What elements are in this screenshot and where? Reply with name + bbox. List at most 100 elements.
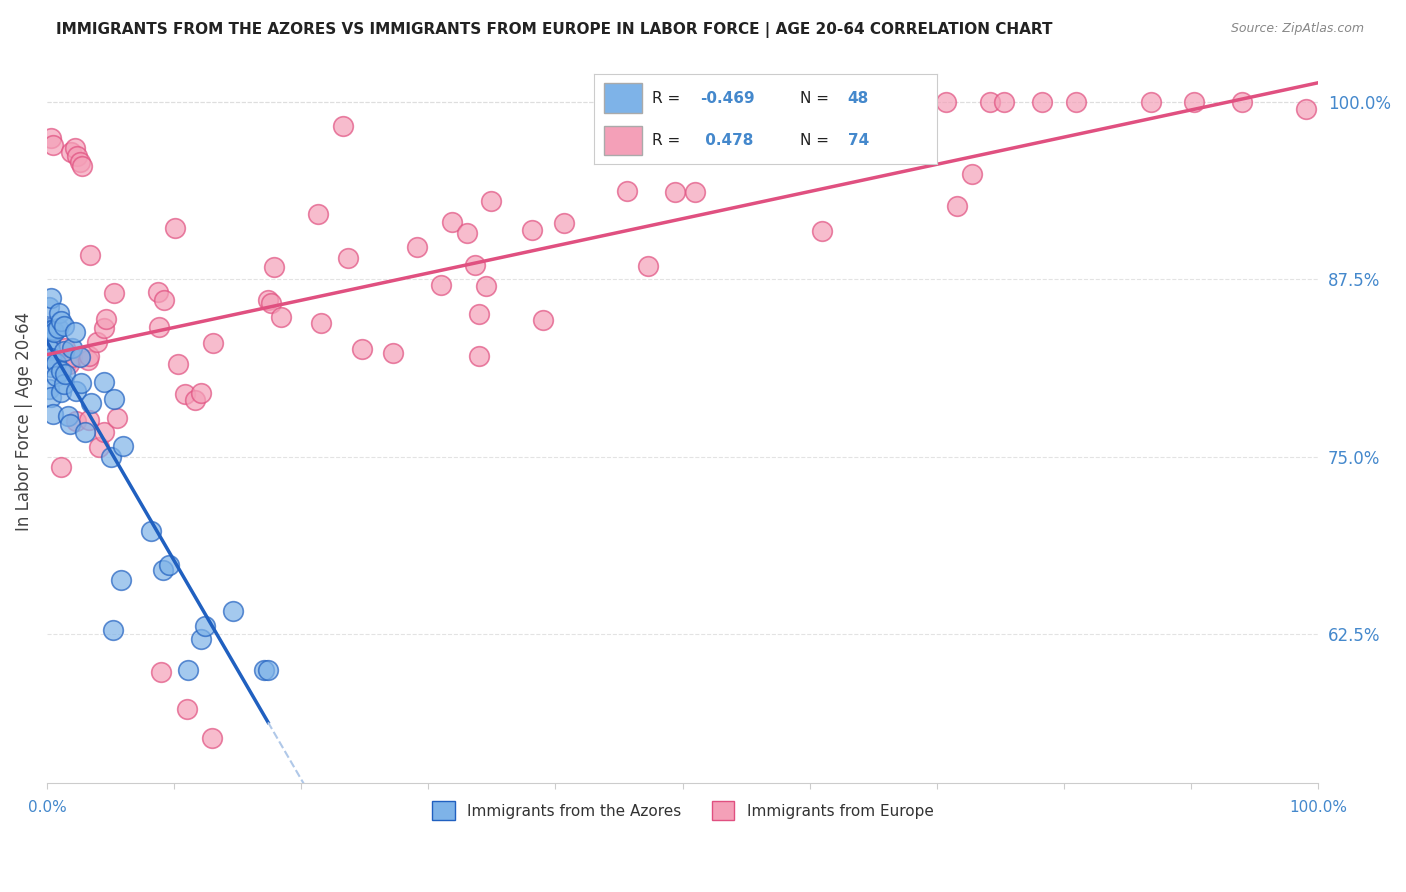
Point [993, 95, 1015, 110]
Point [157, 558, 180, 573]
Point [39, 360, 62, 375]
Point [201, 731, 224, 745]
Point [683, 185, 706, 199]
Point [307, 207, 329, 221]
Point [105, 411, 128, 425]
Point [100, 450, 122, 464]
Point [38, 382, 60, 396]
Point [141, 524, 163, 538]
Point [49, 459, 72, 474]
Point [79, 248, 101, 262]
Point [520, 223, 543, 237]
Point [59, 417, 82, 432]
Point [48, 306, 70, 320]
Point [309, 316, 332, 330]
Point [60, 350, 83, 364]
Point [430, 277, 453, 292]
Point [101, 623, 124, 637]
Point [111, 439, 134, 453]
Point [94, 312, 117, 326]
Point [56, 409, 79, 423]
Point [53, 319, 76, 334]
Point [1064, 95, 1087, 110]
Point [553, 216, 575, 230]
Point [45, 368, 67, 383]
Point [962, 167, 984, 181]
Point [39, 351, 62, 365]
Point [1031, 95, 1053, 110]
Point [332, 119, 354, 133]
Point [55, 355, 77, 369]
Point [77, 349, 100, 363]
Point [60, 145, 83, 159]
Point [1182, 95, 1205, 110]
Point [148, 285, 170, 300]
Point [405, 240, 427, 254]
Point [152, 563, 174, 577]
Point [39, 343, 62, 357]
Point [664, 185, 686, 199]
Y-axis label: In Labor Force | Age 20-64: In Labor Force | Age 20-64 [15, 312, 32, 531]
Point [263, 260, 285, 274]
Point [253, 663, 276, 677]
Point [75, 425, 97, 439]
Point [42, 325, 65, 339]
Point [174, 387, 197, 401]
Point [63, 325, 86, 339]
Point [946, 199, 969, 213]
Point [190, 386, 212, 401]
Point [49, 384, 72, 399]
Point [1230, 95, 1253, 110]
Point [270, 310, 292, 324]
Point [49, 364, 72, 378]
Point [87, 440, 110, 454]
Point [69, 154, 91, 169]
Point [616, 184, 638, 198]
Point [167, 357, 190, 371]
Point [1139, 95, 1161, 110]
Point [184, 392, 207, 407]
Point [176, 702, 198, 716]
Point [60, 341, 83, 355]
Point [257, 663, 280, 677]
Point [77, 413, 100, 427]
Text: 100.0%: 100.0% [1289, 800, 1347, 815]
Point [49, 314, 72, 328]
Point [38, 321, 60, 335]
Text: 0.0%: 0.0% [28, 800, 66, 815]
Point [93, 321, 115, 335]
Point [152, 293, 174, 307]
Text: IMMIGRANTS FROM THE AZORES VS IMMIGRANTS FROM EUROPE IN LABOR FORCE | AGE 20-64 : IMMIGRANTS FROM THE AZORES VS IMMIGRANTS… [56, 22, 1053, 38]
Point [42, 137, 65, 152]
Point [93, 425, 115, 439]
Point [637, 259, 659, 273]
Point [103, 392, 125, 406]
Point [70, 376, 93, 391]
Point [69, 350, 91, 364]
Point [190, 632, 212, 647]
Point [165, 220, 187, 235]
Point [337, 251, 360, 265]
Point [103, 285, 125, 300]
Point [531, 313, 554, 327]
Point [65, 384, 87, 399]
Point [39, 391, 62, 405]
Point [53, 344, 76, 359]
Point [39, 130, 62, 145]
Point [65, 415, 87, 429]
Point [46, 321, 69, 335]
Point [811, 224, 834, 238]
Point [382, 346, 405, 360]
Point [479, 194, 502, 209]
Point [467, 307, 489, 321]
Point [53, 341, 76, 355]
Point [41, 291, 63, 305]
Point [66, 149, 89, 163]
Point [1295, 102, 1317, 116]
Point [77, 352, 100, 367]
Point [38, 323, 60, 337]
Point [110, 573, 132, 587]
Point [39, 335, 62, 350]
Point [935, 95, 957, 110]
Point [468, 349, 491, 363]
